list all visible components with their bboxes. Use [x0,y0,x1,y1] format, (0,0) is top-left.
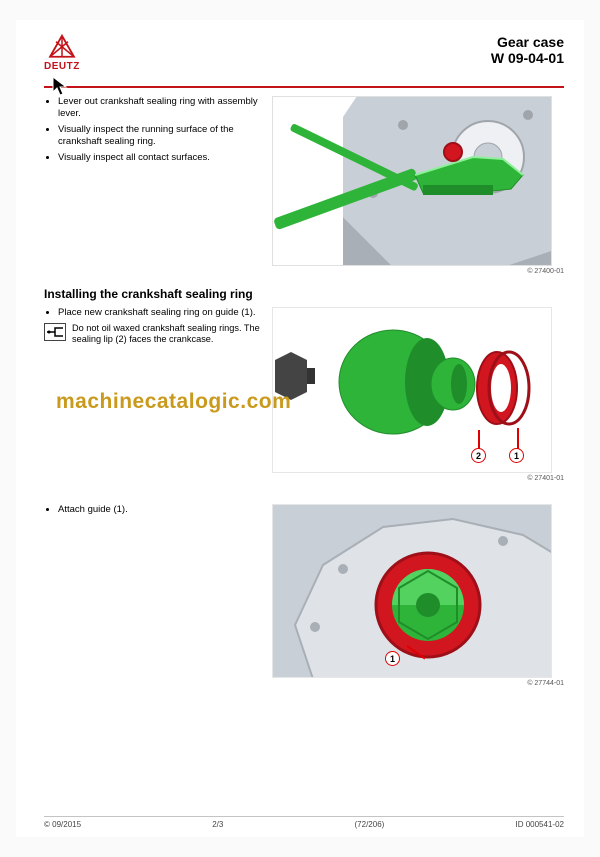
note-icon [44,323,66,341]
list-item: Visually inspect the running surface of … [58,124,262,148]
page-footer: © 09/2015 2/3 (72/206) ID 000541-02 [44,816,564,829]
viewport-bg: DEUTZ Gear case W 09-04-01 Lever out cra… [0,0,600,857]
section1-row: Lever out crankshaft sealing ring with a… [44,96,564,275]
section3-row: Attach guide (1). [44,504,564,687]
section3-bullets: Attach guide (1). [44,504,262,516]
figure2: 2 1 [272,307,552,473]
section2-text: Place new crankshaft sealing ring on gui… [44,307,262,482]
section2-row: Place new crankshaft sealing ring on gui… [44,307,564,482]
list-item: Lever out crankshaft sealing ring with a… [58,96,262,120]
figure3-caption: © 27744-01 [272,680,564,687]
list-item: Visually inspect all contact surfaces. [58,152,262,164]
footer-mid2: (72/206) [355,820,385,829]
figure3-wrap: 1 © 27744-01 [272,504,564,687]
note-text: Do not oil waxed crankshaft sealing ring… [72,323,262,345]
figure2-wrap: 2 1 © 27401-01 [272,307,564,482]
page: DEUTZ Gear case W 09-04-01 Lever out cra… [16,20,584,837]
page-header: DEUTZ Gear case W 09-04-01 [44,34,564,84]
footer-rule [44,816,564,817]
section2-heading: Installing the crankshaft sealing ring [44,287,564,301]
page-title: Gear case [491,34,564,50]
figure1 [272,96,552,266]
figure1-caption: © 27400-01 [272,268,564,275]
footer-right: ID 000541-02 [515,820,563,829]
section3-text: Attach guide (1). [44,504,262,687]
brand-logo: DEUTZ [44,34,80,72]
list-item: Place new crankshaft sealing ring on gui… [58,307,262,319]
header-rule [44,86,564,88]
footer-row: © 09/2015 2/3 (72/206) ID 000541-02 [44,820,564,829]
figure1-wrap: © 27400-01 [272,96,564,275]
footer-mid: 2/3 [212,820,223,829]
deutz-logo-icon [47,34,77,60]
callout-2: 2 [471,448,486,463]
cursor-icon [52,76,70,98]
brand-name: DEUTZ [44,61,80,72]
header-right: Gear case W 09-04-01 [491,34,564,66]
page-code: W 09-04-01 [491,50,564,66]
section1-bullets: Lever out crankshaft sealing ring with a… [44,96,262,163]
list-item: Attach guide (1). [58,504,262,516]
figure2-caption: © 27401-01 [272,475,564,482]
section2-bullets: Place new crankshaft sealing ring on gui… [44,307,262,319]
footer-left: © 09/2015 [44,820,81,829]
figure3: 1 [272,504,552,678]
callout-1: 1 [385,651,400,666]
note-row: Do not oil waxed crankshaft sealing ring… [44,323,262,345]
section1-text: Lever out crankshaft sealing ring with a… [44,96,262,275]
callout-1: 1 [509,448,524,463]
